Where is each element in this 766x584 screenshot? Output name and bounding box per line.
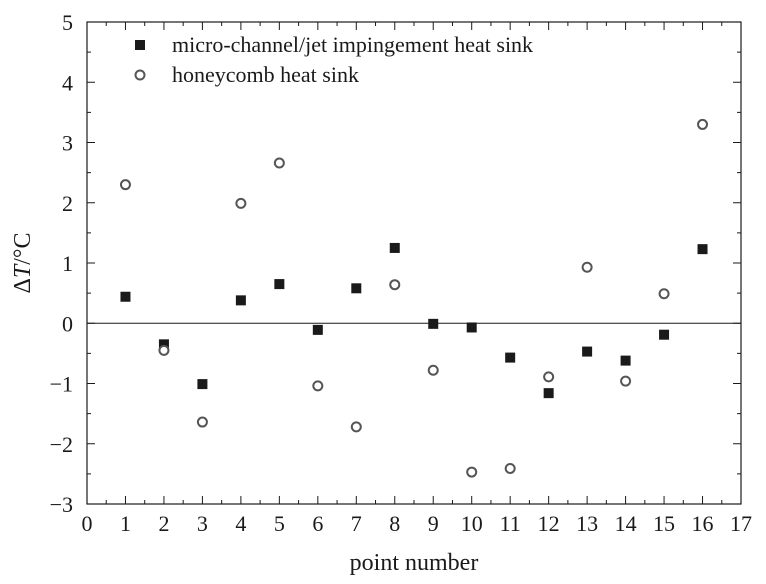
data-point-circle <box>697 118 709 130</box>
y-axis-title: ΔT/°C <box>10 232 36 293</box>
y-tick-label: −1 <box>50 372 73 397</box>
data-point-circle <box>581 261 593 273</box>
data-point-circle <box>543 371 555 383</box>
data-point-square <box>351 283 362 294</box>
data-point-square <box>197 379 208 390</box>
data-point-square <box>428 318 439 329</box>
legend: micro-channel/jet impingement heat sink h… <box>134 32 533 87</box>
data-point-circle <box>350 421 362 433</box>
y-tick-label: −3 <box>50 492 73 517</box>
data-point-square <box>659 329 670 340</box>
data-point-circle <box>389 279 401 291</box>
data-point-square <box>505 352 516 363</box>
y-axis-title-prefix: Δ <box>10 278 36 293</box>
data-point-circle <box>466 466 478 478</box>
data-point-circle <box>312 380 324 392</box>
x-tick-label: 13 <box>576 511 598 536</box>
x-tick-label: 6 <box>312 511 323 536</box>
data-point-circle <box>427 364 439 376</box>
x-tick-label: 4 <box>235 511 246 536</box>
x-tick-label: 11 <box>500 511 521 536</box>
x-tick-label: 12 <box>538 511 560 536</box>
x-tick-label: 9 <box>428 511 439 536</box>
x-tick-label: 14 <box>615 511 637 536</box>
legend-marker-circle <box>134 69 146 81</box>
x-axis-title: point number <box>350 550 479 576</box>
data-point-square <box>389 242 400 253</box>
data-point-square <box>466 322 477 333</box>
data-point-square <box>582 346 593 357</box>
x-tick-label: 0 <box>82 511 93 536</box>
x-tick-label: 17 <box>730 511 752 536</box>
y-tick-label: 3 <box>62 131 73 156</box>
legend-label: micro-channel/jet impingement heat sink <box>172 32 533 57</box>
x-tick-label: 7 <box>351 511 362 536</box>
data-point-square <box>697 244 708 255</box>
axes <box>86 21 742 505</box>
data-point-circle <box>504 462 516 474</box>
data-point-circle <box>658 288 670 300</box>
data-point-circle <box>119 179 131 191</box>
data-point-circle <box>196 416 208 428</box>
data-point-square <box>543 388 554 399</box>
data-point-square <box>158 339 169 350</box>
y-tick-label: 0 <box>62 311 73 336</box>
data-points <box>119 118 709 478</box>
y-tick-label: 2 <box>62 191 73 216</box>
y-tick-label: 5 <box>62 10 73 35</box>
data-point-circle <box>273 157 285 169</box>
data-point-square <box>620 355 631 366</box>
x-tick-label: 10 <box>461 511 483 536</box>
x-tick-label: 5 <box>274 511 285 536</box>
data-point-circle <box>235 197 247 209</box>
y-tick-label: 1 <box>62 251 73 276</box>
x-tick-label: 8 <box>389 511 400 536</box>
x-tick-label: 16 <box>692 511 714 536</box>
y-axis-title-var: T <box>10 263 36 278</box>
data-point-circle <box>158 344 170 356</box>
data-point-square <box>120 291 131 302</box>
x-tick-label: 2 <box>158 511 169 536</box>
x-tick-label: 15 <box>653 511 675 536</box>
plot-frame <box>86 21 742 505</box>
legend-label: honeycomb heat sink <box>172 62 359 87</box>
data-point-square <box>312 324 323 335</box>
data-point-square <box>274 279 285 290</box>
y-tick-label: −2 <box>50 432 73 457</box>
legend-marker-square <box>135 40 145 50</box>
data-point-circle <box>620 375 632 387</box>
data-point-square <box>235 295 246 306</box>
x-tick-label: 3 <box>197 511 208 536</box>
y-axis-title-suffix: /°C <box>10 232 36 264</box>
y-tick-label: 4 <box>62 70 73 95</box>
x-tick-label: 1 <box>120 511 131 536</box>
